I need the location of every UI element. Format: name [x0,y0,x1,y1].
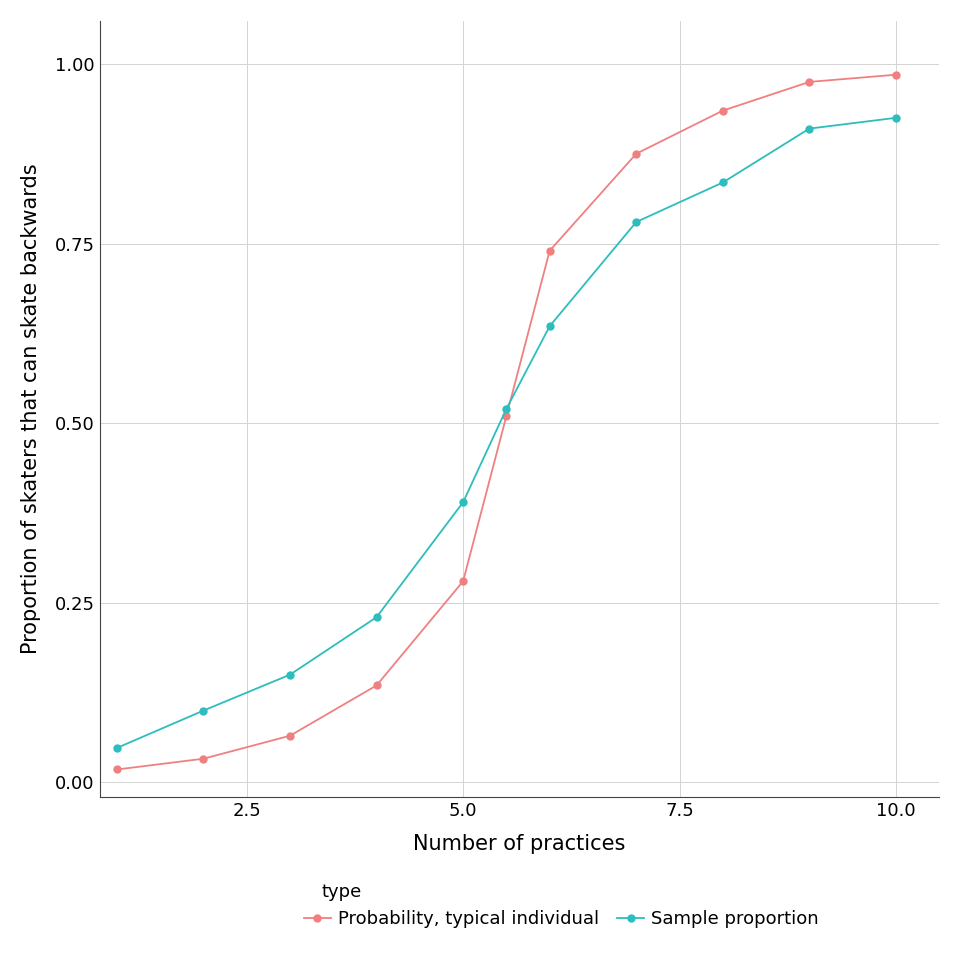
Y-axis label: Proportion of skaters that can skate backwards: Proportion of skaters that can skate bac… [21,163,41,654]
X-axis label: Number of practices: Number of practices [413,833,626,853]
Legend: Probability, typical individual, Sample proportion: Probability, typical individual, Sample … [303,883,819,928]
